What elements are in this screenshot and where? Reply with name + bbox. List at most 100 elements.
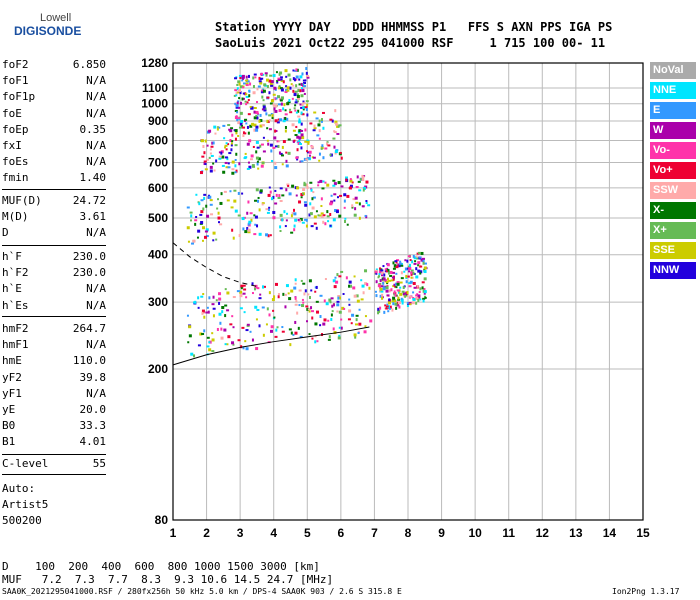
echo-point <box>385 270 388 273</box>
echo-point <box>396 259 400 262</box>
echo-point <box>383 310 386 314</box>
echo-point <box>397 298 401 301</box>
echo-point <box>323 299 326 303</box>
echo-point <box>330 297 334 300</box>
echo-point <box>321 187 325 190</box>
echo-point <box>234 171 237 174</box>
echo-point <box>338 326 341 329</box>
echo-point <box>404 267 408 271</box>
echo-point <box>355 314 359 317</box>
echo-point <box>422 299 425 303</box>
param-name: C-level <box>2 457 49 470</box>
param-value: 39.8 <box>79 370 107 384</box>
echo-point <box>295 68 298 72</box>
echo-point <box>278 72 281 76</box>
echo-point <box>296 93 299 96</box>
param-name: hmF2 <box>2 322 29 335</box>
echo-point <box>271 197 274 201</box>
echo-point <box>210 213 214 216</box>
echo-point <box>256 224 259 228</box>
echo-point <box>292 77 295 81</box>
echo-point <box>300 133 304 137</box>
echo-point <box>401 301 404 305</box>
echo-point <box>354 335 357 339</box>
echo-point <box>241 97 244 101</box>
echo-point <box>229 323 233 326</box>
echo-point <box>277 140 281 143</box>
echo-point <box>254 199 258 202</box>
echo-point <box>200 199 204 202</box>
echo-point <box>284 305 287 309</box>
echo-point <box>255 128 259 132</box>
echo-point <box>238 82 241 86</box>
echo-point <box>297 88 300 92</box>
dashed-profile-curve <box>172 242 258 287</box>
echo-point <box>256 116 259 120</box>
echo-point <box>405 280 408 284</box>
echo-point <box>423 291 426 295</box>
echo-point <box>354 196 358 200</box>
echo-point <box>275 193 278 197</box>
echo-point <box>216 327 219 331</box>
echo-point <box>286 102 290 106</box>
echo-point <box>256 287 260 290</box>
echo-point <box>269 82 273 86</box>
echo-point <box>336 132 340 135</box>
echo-point <box>259 124 263 128</box>
echo-point <box>218 292 222 296</box>
echo-point <box>423 277 427 281</box>
echo-point <box>338 214 342 218</box>
echo-point <box>269 74 273 77</box>
echo-point <box>348 298 351 301</box>
echo-point <box>226 291 230 295</box>
echo-point <box>249 124 253 128</box>
echo-point <box>289 111 293 114</box>
echo-point <box>394 285 397 288</box>
echo-point <box>200 295 204 298</box>
echo-point <box>237 191 240 195</box>
echo-point <box>302 102 306 105</box>
echo-point <box>314 340 317 344</box>
echo-point <box>384 268 387 271</box>
echo-point <box>203 160 207 163</box>
echo-point <box>388 289 391 293</box>
echo-point <box>330 317 333 321</box>
echo-point <box>417 261 421 265</box>
echo-point <box>295 78 298 81</box>
echo-point <box>254 284 258 288</box>
param-value: N/A <box>86 338 106 352</box>
echo-point <box>246 125 249 129</box>
echo-point <box>345 176 349 180</box>
echo-point <box>379 267 382 270</box>
echo-point <box>220 151 223 155</box>
echo-point <box>218 297 222 301</box>
echo-point <box>243 119 246 122</box>
echo-point <box>299 103 302 106</box>
echo-point <box>314 322 318 326</box>
echo-point <box>260 77 264 80</box>
echo-point <box>248 139 252 143</box>
echo-point <box>240 287 243 290</box>
param-name: foEp <box>2 122 29 136</box>
echo-point <box>253 233 257 236</box>
echo-point <box>318 119 321 123</box>
echo-point <box>356 175 359 179</box>
echo-point <box>280 88 284 92</box>
echo-point <box>403 270 406 273</box>
echo-point <box>300 87 303 90</box>
echo-point <box>218 155 222 158</box>
param-row: C-level 55 <box>2 457 106 471</box>
echo-point <box>392 302 395 306</box>
echo-point <box>313 111 317 114</box>
echo-point <box>422 257 426 260</box>
param-name: foE <box>2 106 22 120</box>
echo-point <box>304 289 307 293</box>
echo-point <box>306 103 309 107</box>
param-row: hmF2 264.7 <box>2 322 106 336</box>
echo-point <box>284 116 287 120</box>
separator-line <box>2 454 106 455</box>
echo-point <box>364 325 367 328</box>
echo-point <box>420 258 423 262</box>
echo-point <box>242 133 245 137</box>
echo-point <box>318 129 321 133</box>
